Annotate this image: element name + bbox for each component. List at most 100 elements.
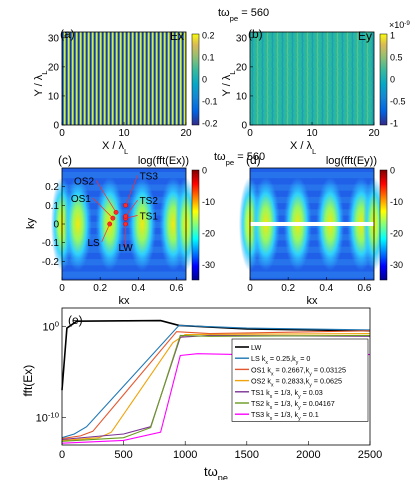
series-line-2	[61, 330, 371, 440]
heatmap-band-d	[250, 246, 374, 253]
legend-label-6: TS3 kx = 1/3, ky = 0.1	[251, 410, 319, 422]
y-tick-label-c: -0.1	[42, 238, 60, 249]
y-tick-label-e: 10-10	[36, 410, 59, 425]
x-tick-label-d: 0.4	[319, 283, 333, 294]
field-label-b: Ey	[358, 29, 372, 43]
colorbar-tick-d: 0	[390, 166, 395, 176]
colorbar-tick-a: 0.2	[202, 31, 215, 41]
x-axis-label-e: tωpe	[204, 464, 228, 480]
colorbar-d	[379, 169, 388, 281]
series-line-3	[61, 333, 371, 441]
x-tick-label-c: 0	[59, 283, 65, 294]
colorbar-a	[191, 33, 200, 126]
y-axis-label-a: Y / λL	[33, 70, 49, 97]
heatmap-band-d	[250, 184, 374, 191]
x-tick-label-e: 1000	[173, 449, 197, 461]
mode-label-ts1: TS1	[140, 211, 159, 222]
heatmap-band-c	[62, 271, 186, 278]
y-tick-label-b: 20	[236, 62, 248, 73]
heatmap-band-c	[62, 209, 186, 216]
heatmap-band-d	[250, 196, 374, 204]
heatmap-band-c	[62, 246, 186, 253]
heatmap-band-c	[62, 259, 186, 266]
y-axis-label-b: Y / λL	[221, 70, 237, 97]
x-tick-label-e: 0	[59, 449, 65, 461]
field-label-a: Ex	[170, 29, 184, 43]
mode-label-ts2: TS2	[140, 196, 159, 207]
x-axis-label-d: kx	[307, 295, 319, 307]
mode-label-lw: LW	[118, 243, 133, 254]
y-tick-label-a: 10	[48, 91, 60, 102]
heatmap-band-c	[62, 196, 186, 204]
x-tick-label-c: 0.6	[170, 283, 184, 294]
y-tick-label-c: -0.2	[42, 257, 60, 268]
x-tick-label-e: 500	[114, 449, 132, 461]
legend-label-2: OS1 kx = 0.2667,ky = 0.03125	[251, 365, 346, 377]
time-stamp-c: tωpe = 560	[214, 151, 265, 167]
colorbar-tick-c: -30	[202, 260, 215, 270]
plot-frame-e	[61, 307, 371, 446]
panel-title-c: log(fft(Ex))	[138, 155, 189, 167]
panel-label-a: (a)	[60, 27, 75, 41]
series-line-5	[61, 334, 371, 442]
colorbar-tick-d: -10	[390, 197, 403, 207]
colorbar-tick-b: -0.5	[390, 97, 406, 107]
x-tick-label-b: 20	[368, 128, 380, 139]
y-tick-label-b: 0	[241, 121, 247, 132]
series-line-1	[61, 324, 371, 439]
panel-label-c: (c)	[58, 153, 72, 167]
colorbar-c	[191, 169, 200, 281]
x-tick-label-a: 10	[118, 128, 130, 139]
y-axis-label-e: fft(Ex)	[21, 365, 35, 397]
heatmap-a	[62, 32, 186, 125]
colorbar-tick-a: -0.2	[202, 119, 218, 129]
legend-box	[231, 338, 369, 422]
colorbar-b	[379, 33, 388, 126]
heatmap-band-d	[250, 209, 374, 216]
y-tick-label-a: 30	[48, 33, 60, 44]
colorbar-tick-b: -1	[390, 119, 398, 129]
x-tick-label-a: 20	[180, 128, 192, 139]
colorbar-multiplier-b: ×10-9	[389, 20, 410, 31]
heatmap-band-c	[62, 234, 186, 241]
heatmap-band-c	[62, 172, 186, 179]
legend-label-0: LW	[251, 343, 261, 352]
legend-label-1: LS kx = 0.25,ky = 0	[251, 354, 310, 366]
colorbar-tick-d: -30	[390, 260, 403, 270]
colorbar-tick-d: -20	[390, 228, 403, 238]
legend-label-4: TS1 kx = 1/3, ky = 0.03	[251, 388, 323, 400]
heatmap-band-d	[250, 172, 374, 179]
spectral-peak-c	[128, 176, 157, 272]
mode-label-os2: OS2	[74, 176, 94, 187]
x-axis-label-a: X / λL	[102, 140, 129, 156]
colorbar-tick-b: 1	[390, 31, 395, 41]
panel-title-d: log(fft(Ey))	[326, 155, 377, 167]
mode-leader-os1	[92, 197, 114, 219]
x-tick-label-c: 0.2	[93, 283, 107, 294]
colorbar-tick-c: 0	[202, 166, 207, 176]
y-tick-label-b: 30	[236, 33, 248, 44]
x-tick-label-d: 0.6	[358, 283, 372, 294]
zero-line-gap-d	[250, 222, 374, 226]
mode-label-os1: OS1	[71, 194, 91, 205]
y-tick-label-c: 0.2	[45, 182, 59, 193]
mode-label-ts3: TS3	[140, 171, 159, 182]
panel-label-d: (d)	[246, 153, 261, 167]
heatmap-band-c	[62, 184, 186, 191]
x-tick-label-a: 0	[59, 128, 65, 139]
panel-label-e: (e)	[68, 313, 83, 327]
mode-label-ls: LS	[87, 238, 100, 249]
x-axis-label-c: kx	[119, 295, 131, 307]
panel-label-b: (b)	[248, 27, 263, 41]
mode-leader-ts1	[125, 215, 138, 219]
mode-leader-ls	[101, 223, 111, 243]
colorbar-tick-b: 0	[390, 75, 395, 85]
colorbar-tick-a: -0.1	[202, 97, 218, 107]
y-tick-label-a: 0	[53, 121, 59, 132]
time-stamp-a: tωpe = 560	[218, 7, 269, 23]
x-tick-label-d: 0	[247, 283, 253, 294]
legend-label-3: OS2 kx = 0.2833,ky = 0.0625	[251, 377, 342, 389]
legend-label-5: TS2 kx = 1/3, ky = 0.04167	[251, 399, 335, 411]
x-tick-label-b: 10	[306, 128, 318, 139]
y-tick-label-b: 10	[236, 91, 248, 102]
